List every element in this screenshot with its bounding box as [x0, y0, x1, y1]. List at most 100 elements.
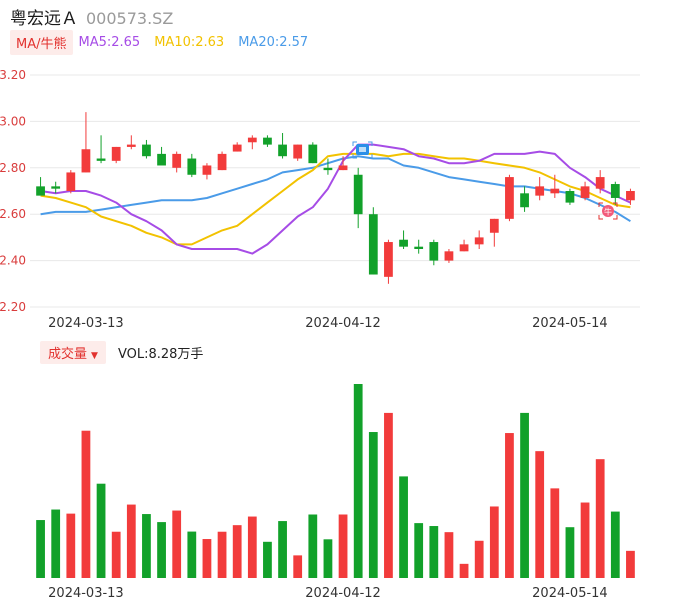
volume-bar[interactable]	[610, 511, 620, 578]
ma10-legend-label: MA10:2.63	[154, 34, 225, 50]
date-tick-label: 2024-03-13	[48, 316, 124, 331]
candle[interactable]	[459, 239, 469, 252]
candle[interactable]	[595, 170, 605, 194]
volume-bar[interactable]	[338, 514, 348, 578]
candle[interactable]	[429, 239, 439, 266]
volume-bar[interactable]	[565, 527, 575, 578]
ma-legend: MA/牛熊 MA5:2.65 MA10:2.63 MA20:2.57	[10, 29, 322, 55]
volume-bar[interactable]	[263, 541, 272, 578]
date-axis-top: 2024-03-13 2024-04-12 2024-05-14	[48, 316, 608, 331]
candle[interactable]	[263, 135, 272, 147]
volume-bar[interactable]	[459, 563, 469, 578]
candle[interactable]	[187, 153, 197, 178]
candle[interactable]	[338, 156, 348, 171]
candle[interactable]	[580, 181, 590, 201]
volume-bar[interactable]	[142, 514, 151, 578]
candle[interactable]	[384, 239, 393, 284]
volume-bar[interactable]	[126, 504, 136, 578]
volume-bar[interactable]	[187, 531, 197, 578]
moving-average-lines	[40, 143, 631, 255]
candle[interactable]	[520, 186, 529, 212]
candle[interactable]	[157, 146, 166, 166]
candle[interactable]	[550, 174, 560, 198]
candle[interactable]	[278, 133, 287, 159]
volume-bar[interactable]	[202, 539, 212, 578]
candle[interactable]	[308, 142, 318, 164]
candle[interactable]	[66, 170, 76, 194]
volume-bar[interactable]	[368, 432, 378, 578]
candle[interactable]	[626, 188, 635, 205]
candle[interactable]	[217, 151, 227, 171]
volume-bar[interactable]	[474, 540, 484, 578]
candle[interactable]	[489, 218, 499, 247]
volume-tag-label: 成交量	[48, 346, 88, 362]
volume-bar[interactable]	[172, 510, 182, 578]
candle[interactable]	[111, 146, 121, 164]
candle[interactable]	[51, 181, 61, 194]
high-marker-icon[interactable]	[352, 141, 373, 159]
volume-bar[interactable]	[36, 520, 45, 578]
ma5-line	[40, 143, 631, 255]
chart-markers: 牛	[352, 141, 618, 220]
volume-bar[interactable]	[51, 509, 61, 578]
volume-bar[interactable]	[96, 483, 106, 578]
candle[interactable]	[399, 230, 408, 249]
volume-bar[interactable]	[626, 550, 635, 578]
candle[interactable]	[505, 174, 514, 222]
volume-bar[interactable]	[414, 523, 424, 578]
candle[interactable]	[565, 188, 575, 205]
stock-title: 粤宏远Ａ 000573.SZ	[10, 4, 173, 29]
candle[interactable]	[474, 230, 484, 249]
candle[interactable]	[610, 181, 620, 205]
candle[interactable]	[126, 135, 136, 150]
volume-bar[interactable]	[157, 522, 166, 578]
volume-bar[interactable]	[278, 521, 287, 578]
volume-bar[interactable]	[323, 539, 333, 578]
candle[interactable]	[368, 207, 378, 275]
price-tick-label: 2.60	[0, 207, 26, 221]
date-axis-bottom: 2024-03-13 2024-04-12 2024-05-14	[48, 586, 608, 601]
candle[interactable]	[444, 249, 454, 263]
volume-bar[interactable]	[580, 502, 590, 578]
volume-bar[interactable]	[293, 555, 303, 578]
candle[interactable]	[353, 167, 363, 229]
candle[interactable]	[232, 142, 242, 152]
volume-bar[interactable]	[81, 430, 91, 578]
candle[interactable]	[414, 239, 424, 254]
candle[interactable]	[535, 177, 545, 201]
volume-bar[interactable]	[247, 516, 257, 578]
volume-bar[interactable]	[66, 513, 76, 578]
volume-bar[interactable]	[550, 488, 560, 578]
volume-bar[interactable]	[505, 433, 514, 578]
candle[interactable]	[172, 151, 182, 173]
candle[interactable]	[323, 158, 333, 175]
date-tick-label: 2024-05-14	[532, 586, 608, 601]
bull-marker-icon[interactable]: 牛	[598, 202, 618, 220]
volume-bar[interactable]	[399, 476, 408, 578]
price-tick-label: 2.80	[0, 161, 26, 175]
volume-bar[interactable]	[232, 525, 242, 578]
volume-indicator-dropdown[interactable]: 成交量 ▼	[40, 340, 106, 364]
volume-bar[interactable]	[429, 526, 439, 578]
volume-bar[interactable]	[535, 451, 545, 578]
candle[interactable]	[81, 112, 91, 173]
volume-bar[interactable]	[217, 531, 227, 578]
volume-bar[interactable]	[520, 412, 529, 578]
volume-bar[interactable]	[308, 514, 318, 578]
candle[interactable]	[293, 144, 303, 161]
volume-value-label: VOL:8.28万手	[117, 346, 204, 362]
candle[interactable]	[96, 135, 106, 164]
candle[interactable]	[36, 177, 45, 196]
volume-bar[interactable]	[595, 459, 605, 578]
candle[interactable]	[247, 135, 257, 150]
volume-bar[interactable]	[489, 506, 499, 578]
candle[interactable]	[142, 139, 151, 159]
volume-bar[interactable]	[111, 531, 121, 578]
ma-indicator-tag[interactable]: MA/牛熊	[10, 29, 73, 55]
volume-bar[interactable]	[353, 384, 363, 578]
candle[interactable]	[202, 163, 212, 180]
price-tick-label: 3.20	[0, 68, 26, 82]
volume-bar[interactable]	[384, 412, 393, 578]
volume-bar[interactable]	[444, 532, 454, 578]
